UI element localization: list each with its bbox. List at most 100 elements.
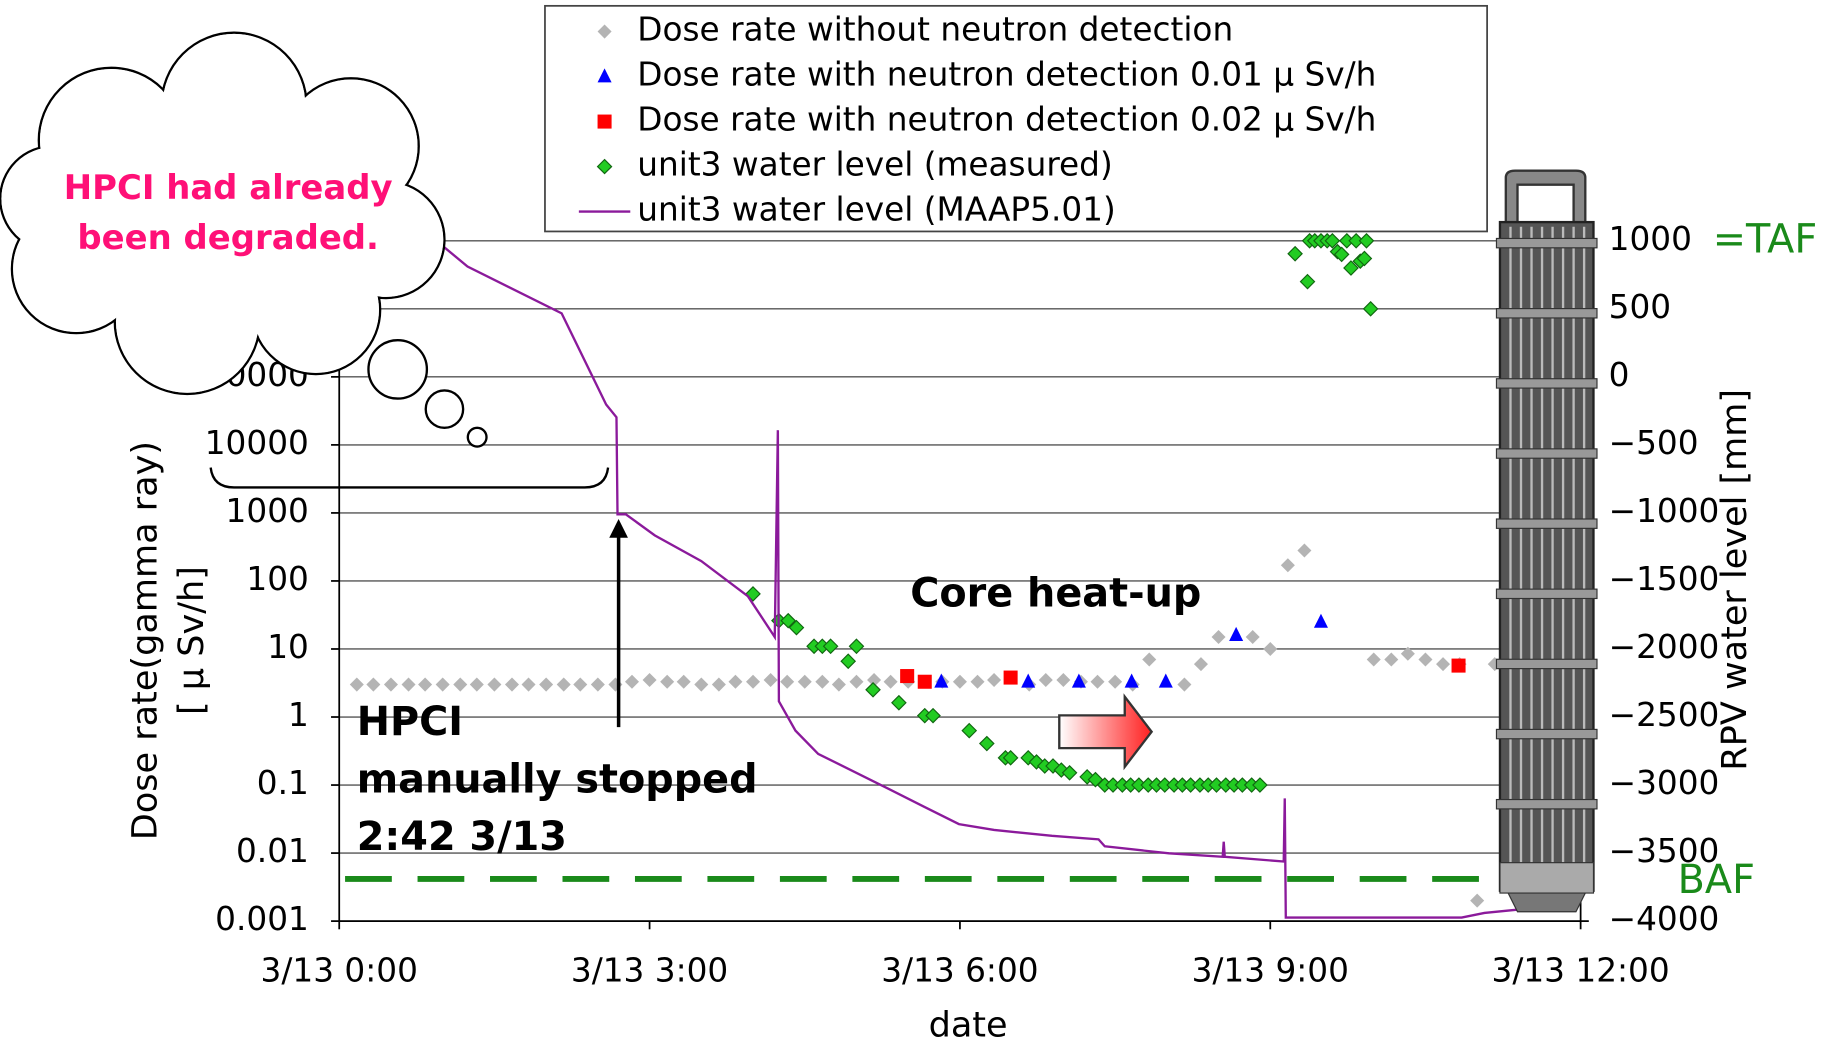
point — [1366, 652, 1381, 667]
legend-marker — [597, 114, 612, 129]
point — [418, 677, 433, 692]
y2-axis-title: RPV water level [mm] — [1714, 389, 1755, 771]
reference-label: =TAF — [1713, 216, 1818, 262]
point — [883, 674, 898, 689]
point — [1124, 673, 1139, 688]
point — [925, 707, 941, 724]
x-axis-title: date — [929, 1004, 1008, 1038]
point — [1061, 764, 1078, 781]
point — [383, 677, 398, 692]
point — [1177, 677, 1192, 692]
point — [624, 674, 640, 689]
heat-arrow — [1058, 693, 1154, 771]
point — [1356, 250, 1373, 267]
point — [1313, 613, 1328, 628]
cloud-text: HPCI had already — [64, 168, 393, 207]
point — [934, 673, 949, 688]
y2-tick-label: −2500 — [1609, 696, 1720, 734]
point — [694, 677, 709, 692]
point — [504, 677, 520, 692]
point — [917, 674, 932, 689]
point — [1280, 558, 1295, 573]
point — [1451, 658, 1466, 673]
core-label: Core heat-up — [910, 571, 1201, 617]
x-tick-label: 3/13 0:00 — [261, 952, 418, 990]
point — [1193, 657, 1208, 672]
legend-label: Dose rate with neutron detection 0.02 μ … — [637, 101, 1376, 139]
point — [1470, 893, 1485, 908]
point — [1158, 673, 1173, 688]
legend-label: Dose rate without neutron detection — [637, 11, 1233, 49]
y2-tick-label: −1000 — [1609, 492, 1720, 530]
point — [660, 674, 675, 689]
y2-tick-label: −3000 — [1609, 764, 1720, 802]
y2-tick-label: −2000 — [1609, 628, 1720, 666]
point — [1090, 674, 1105, 689]
point — [521, 677, 536, 692]
point — [1324, 232, 1341, 249]
point — [1252, 777, 1268, 793]
y2-tick-label: 0 — [1609, 356, 1630, 394]
point — [1358, 232, 1375, 249]
point — [1299, 273, 1316, 290]
y-tick-label: 0.001 — [215, 900, 309, 938]
point — [676, 674, 691, 689]
point — [961, 722, 978, 739]
point — [1245, 629, 1260, 645]
y-axis-title: Dose rate(gamma ray) — [124, 441, 165, 840]
y2-tick-label: 500 — [1609, 288, 1671, 326]
point — [1003, 670, 1018, 685]
y-tick-label: 1 — [288, 696, 309, 734]
point — [891, 694, 907, 711]
point — [1229, 626, 1244, 641]
point — [1071, 673, 1086, 688]
y2-tick-label: −4000 — [1609, 900, 1720, 938]
point — [978, 735, 995, 752]
point — [1362, 300, 1379, 317]
point — [1348, 232, 1364, 249]
fuel-assembly — [1495, 169, 1598, 913]
point — [745, 586, 761, 602]
point — [556, 677, 571, 692]
point — [642, 672, 657, 688]
legend: Dose rate without neutron detection Dose … — [544, 4, 1488, 233]
point — [539, 677, 554, 692]
point — [453, 677, 468, 692]
point — [987, 672, 1002, 688]
point — [900, 669, 915, 684]
point — [401, 677, 416, 692]
y2-tick-label: −3500 — [1609, 832, 1720, 870]
point — [1384, 652, 1399, 667]
point — [952, 674, 967, 689]
x-tick-label: 3/13 9:00 — [1192, 952, 1349, 990]
point — [849, 674, 864, 689]
point — [1287, 245, 1303, 262]
point — [1038, 672, 1053, 688]
y-tick-label: 0.1 — [257, 764, 309, 802]
point — [711, 677, 726, 692]
point — [746, 674, 761, 689]
point — [822, 638, 839, 655]
point — [867, 672, 882, 688]
point — [1142, 652, 1157, 667]
point — [1343, 260, 1359, 276]
point — [970, 674, 985, 689]
point — [1333, 246, 1350, 263]
point — [487, 677, 502, 692]
x-tick-label: 3/13 3:00 — [571, 952, 728, 990]
point — [1211, 629, 1226, 645]
x-tick-label: 3/13 6:00 — [881, 952, 1038, 990]
y2-tick-label: 1000 — [1609, 220, 1692, 258]
y2-tick-label: −1500 — [1609, 560, 1720, 598]
y-tick-label: 0.01 — [236, 832, 309, 870]
point — [797, 674, 812, 689]
point — [469, 677, 484, 692]
reference-label: BAF — [1678, 857, 1755, 903]
y-tick-label: 100 — [246, 560, 308, 598]
x-tick-label: 3/13 12:00 — [1492, 952, 1670, 990]
point — [848, 638, 865, 655]
point — [590, 677, 605, 692]
point — [865, 681, 881, 698]
series-line — [435, 239, 1582, 919]
